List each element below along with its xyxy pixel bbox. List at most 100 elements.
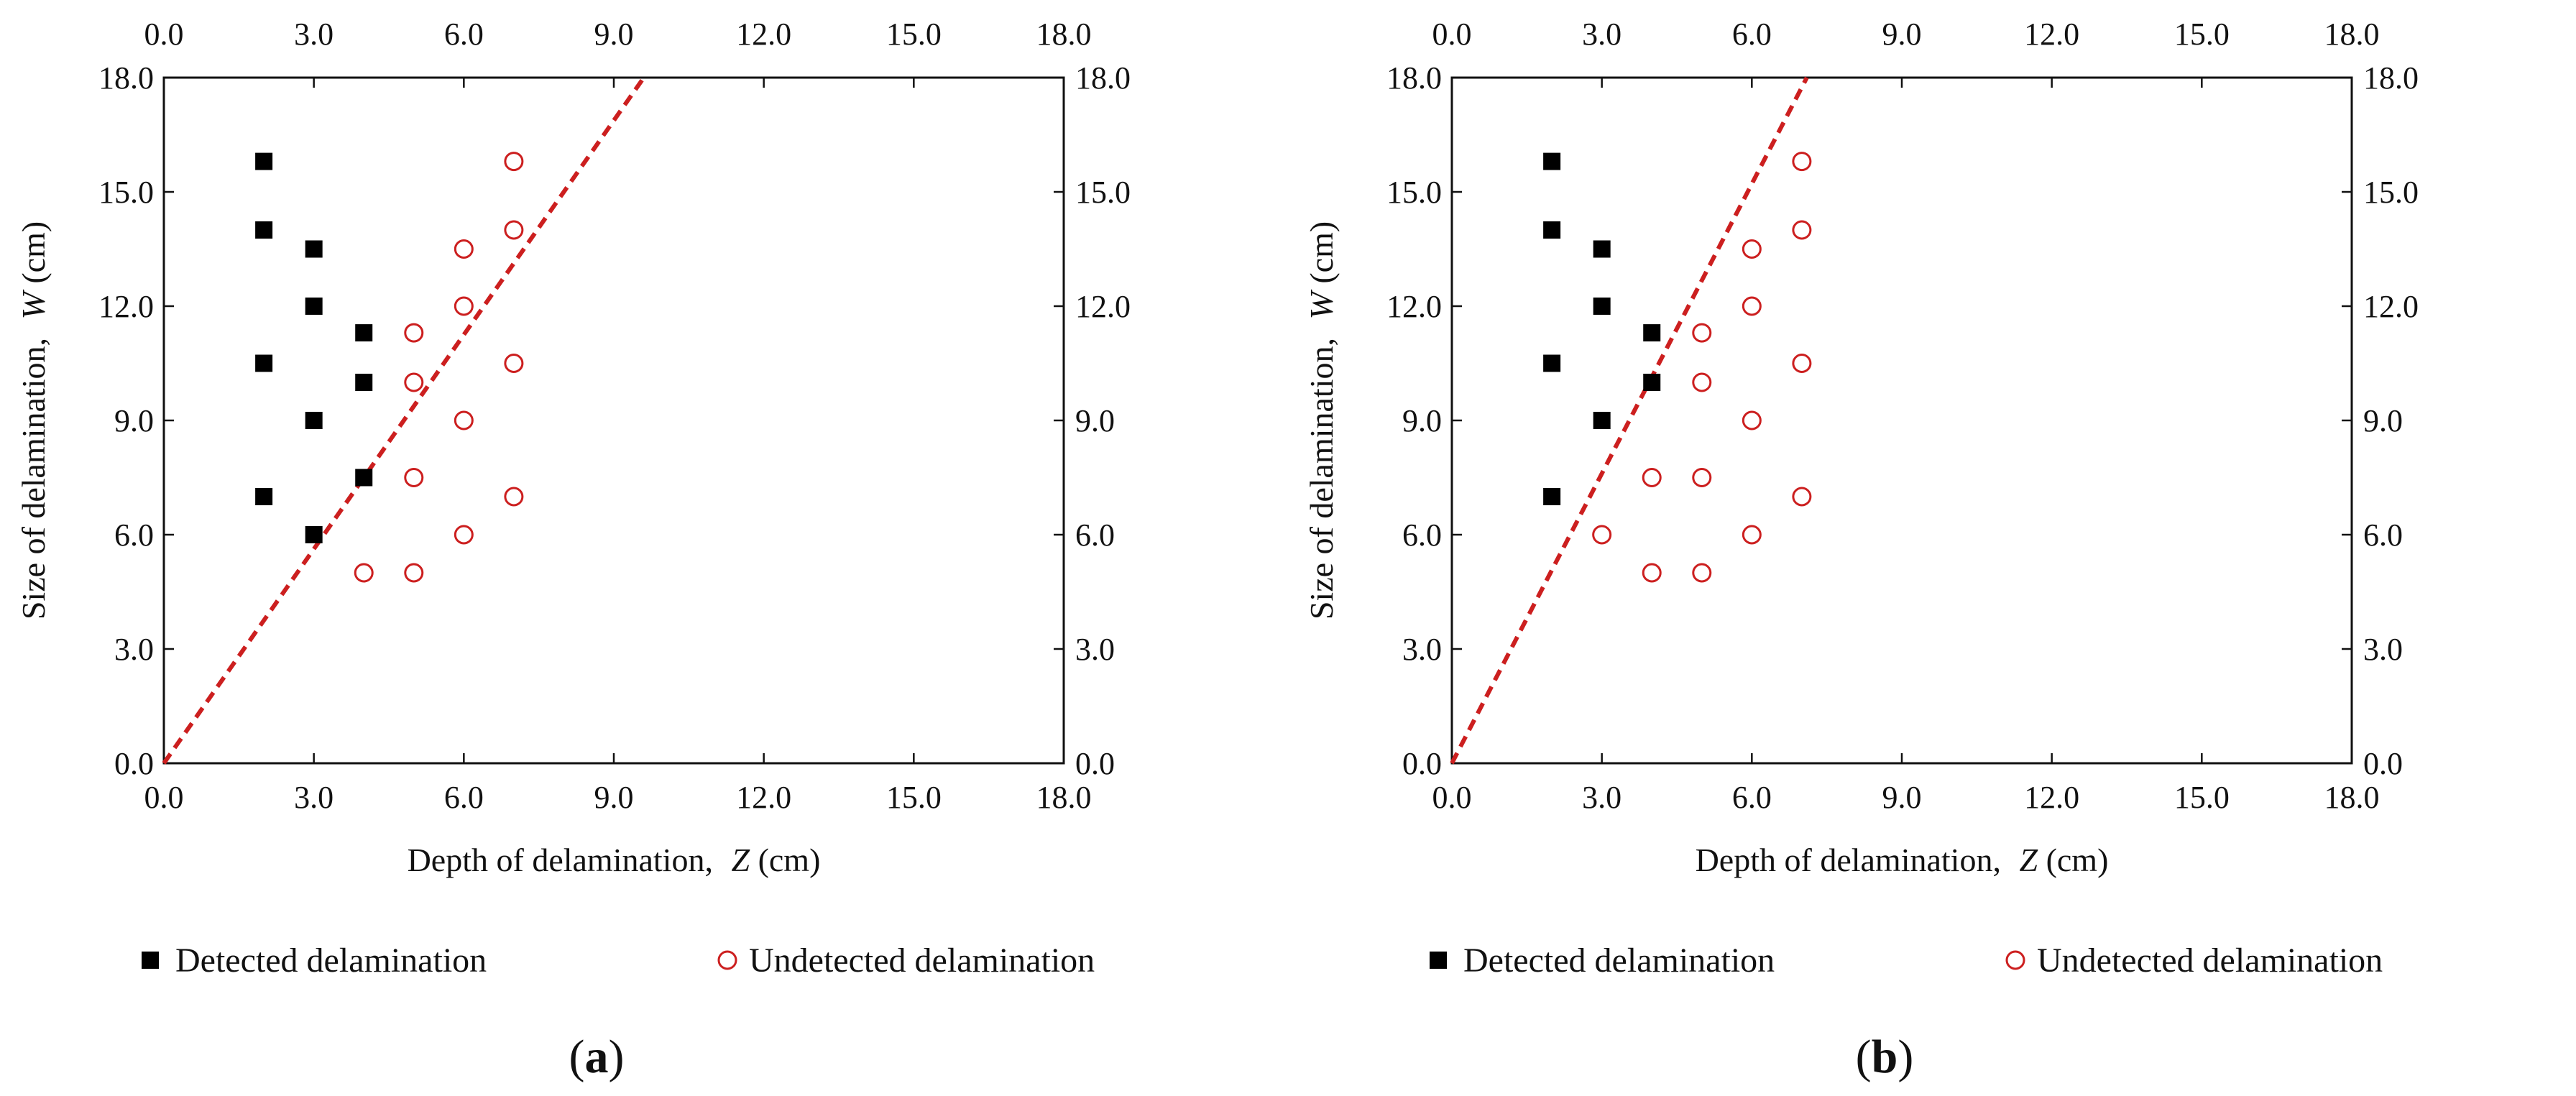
- x2-tick-label: 0.0: [1432, 17, 1472, 52]
- undetected-point: [354, 563, 374, 583]
- chart-panel-b: 0.0 0.0 0.0 0.0 3.0 3.0 3.0 3.0 6.0 6.0 6.0 6.0 9.0 9…: [1288, 0, 2576, 1096]
- y-tick-label: 6.0: [1402, 517, 1442, 553]
- x-tick-label: 9.0: [1882, 780, 1922, 815]
- y2-tick-label: 15.0: [1075, 175, 1131, 210]
- x2-tick-label: 12.0: [736, 17, 791, 52]
- undetected-point: [1792, 487, 1812, 507]
- undetected-point: [504, 487, 524, 507]
- detected-point: [1543, 152, 1561, 170]
- undetected-point: [1592, 525, 1612, 545]
- detected-point: [355, 374, 373, 391]
- undetected-point: [404, 563, 424, 583]
- legend-detected-label: Detected delamination: [175, 941, 487, 980]
- detected-point: [1643, 324, 1661, 342]
- y2-tick-label: 18.0: [1075, 60, 1131, 96]
- y-axis-title-ylabel-prefix: Size of delamination,: [1303, 338, 1340, 620]
- undetected-point: [504, 354, 524, 373]
- x-tick-label: 6.0: [444, 780, 484, 815]
- series-undetected: [1592, 152, 1812, 583]
- panel-label: (a): [569, 1031, 625, 1083]
- y2-tick-label: 6.0: [2363, 517, 2403, 553]
- x2-tick-label: 3.0: [1582, 17, 1622, 52]
- y-axis-title: Size of delamination, W (cm): [15, 221, 52, 620]
- undetected-point: [1742, 410, 1762, 430]
- undetected-point: [1692, 468, 1712, 487]
- y-axis-title-ylabel-unit: (cm): [1303, 221, 1340, 292]
- y-axis-title-ylabel-var: W: [15, 290, 52, 328]
- y-axis-title-ylabel-unit: (cm): [15, 221, 52, 292]
- detected-point: [255, 152, 273, 170]
- legend-undetected-label: Undetected delamination: [749, 941, 1095, 980]
- x-axis-title-xlabel-var: Z: [2011, 842, 2038, 878]
- y2-tick-label: 12.0: [2363, 289, 2419, 324]
- y-tick-label: 3.0: [1402, 632, 1442, 667]
- x2-tick-label: 3.0: [294, 17, 334, 52]
- x2-tick-label: 9.0: [594, 17, 634, 52]
- detected-point: [255, 354, 273, 372]
- y-tick-label: 0.0: [1402, 746, 1442, 781]
- y-tick-label: 0.0: [114, 746, 154, 781]
- detected-point: [305, 240, 323, 258]
- detected-point: [305, 298, 323, 315]
- detected-point: [255, 221, 273, 239]
- scatter-chart-b: 0.00.00.0 0.03.03.03.0 3.06.06.06.0 6.09.09…: [1303, 17, 2419, 1083]
- plot-frame: [1450, 76, 2353, 765]
- x-tick-label: 18.0: [2324, 780, 2380, 815]
- y-tick-label: 15.0: [1386, 175, 1442, 210]
- y2-tick-label: 6.0: [1075, 517, 1115, 553]
- y2-tick-label: 9.0: [1075, 403, 1115, 438]
- undetected-point: [1792, 354, 1812, 373]
- undetected-point: [1792, 220, 1812, 240]
- y-tick-label: 12.0: [1386, 289, 1442, 324]
- y-tick-label: 3.0: [114, 632, 154, 667]
- undetected-point: [454, 525, 474, 545]
- x-axis-title: Depth of delamination, Z (cm): [408, 842, 821, 878]
- x-axis-title: Depth of delamination, Z (cm): [1696, 842, 2109, 878]
- panel-label-close-paren: ): [1898, 1031, 1913, 1083]
- y2-tick-label: 0.0: [2363, 746, 2403, 781]
- undetected-point: [504, 220, 524, 240]
- y-axis-title-ylabel-var: W: [1303, 290, 1340, 328]
- series-undetected: [354, 152, 524, 583]
- legend-detected-label: Detected delamination: [1463, 941, 1775, 980]
- legend-detected-marker: [1430, 952, 1447, 969]
- trend-line: [162, 76, 646, 765]
- y-tick-label: 18.0: [98, 60, 154, 96]
- x-tick-label: 0.0: [144, 780, 184, 815]
- y2-tick-label: 3.0: [2363, 632, 2403, 667]
- detected-point: [1643, 374, 1661, 391]
- detected-point: [305, 412, 323, 429]
- detected-point: [355, 469, 373, 487]
- trend-line: [1450, 76, 1809, 765]
- undetected-point: [404, 372, 424, 392]
- series-detected: [255, 152, 373, 543]
- undetected-point: [504, 152, 524, 172]
- detected-point: [305, 526, 323, 543]
- x-tick-label: 6.0: [1732, 780, 1772, 815]
- undetected-point: [454, 296, 474, 316]
- panel-label: (b): [1856, 1031, 1914, 1083]
- y2-tick-label: 12.0: [1075, 289, 1131, 324]
- chart-panel-a: 0.0 0.0 0.0 0.0 3.0 3.0 3.0 3.0 6.0 6.0 6.0 6.0 9.0 9…: [15, 17, 1131, 1083]
- undetected-point: [454, 239, 474, 259]
- x-axis-title-xlabel-prefix: Depth of delamination,: [408, 842, 713, 878]
- plot-frame: [162, 76, 1065, 765]
- x-tick-label: 15.0: [886, 780, 942, 815]
- panel-label-letter: b: [1872, 1031, 1898, 1083]
- undetected-point: [454, 410, 474, 430]
- y-axis-title-ylabel-prefix: Size of delamination,: [15, 338, 52, 620]
- detected-point: [1593, 298, 1611, 315]
- y-tick-label: 18.0: [1386, 60, 1442, 96]
- legend-undetected-marker: [2005, 950, 2025, 970]
- undetected-point: [1742, 525, 1762, 545]
- undetected-point: [1742, 239, 1762, 259]
- undetected-point: [1642, 468, 1662, 487]
- y-tick-label: 15.0: [98, 175, 154, 210]
- x2-tick-label: 15.0: [2174, 17, 2230, 52]
- y-tick-label: 9.0: [1402, 403, 1442, 438]
- undetected-point: [1692, 323, 1712, 343]
- undetected-point: [1692, 563, 1712, 583]
- detected-point: [1543, 488, 1561, 505]
- x-tick-label: 18.0: [1036, 780, 1092, 815]
- undetected-point: [404, 323, 424, 343]
